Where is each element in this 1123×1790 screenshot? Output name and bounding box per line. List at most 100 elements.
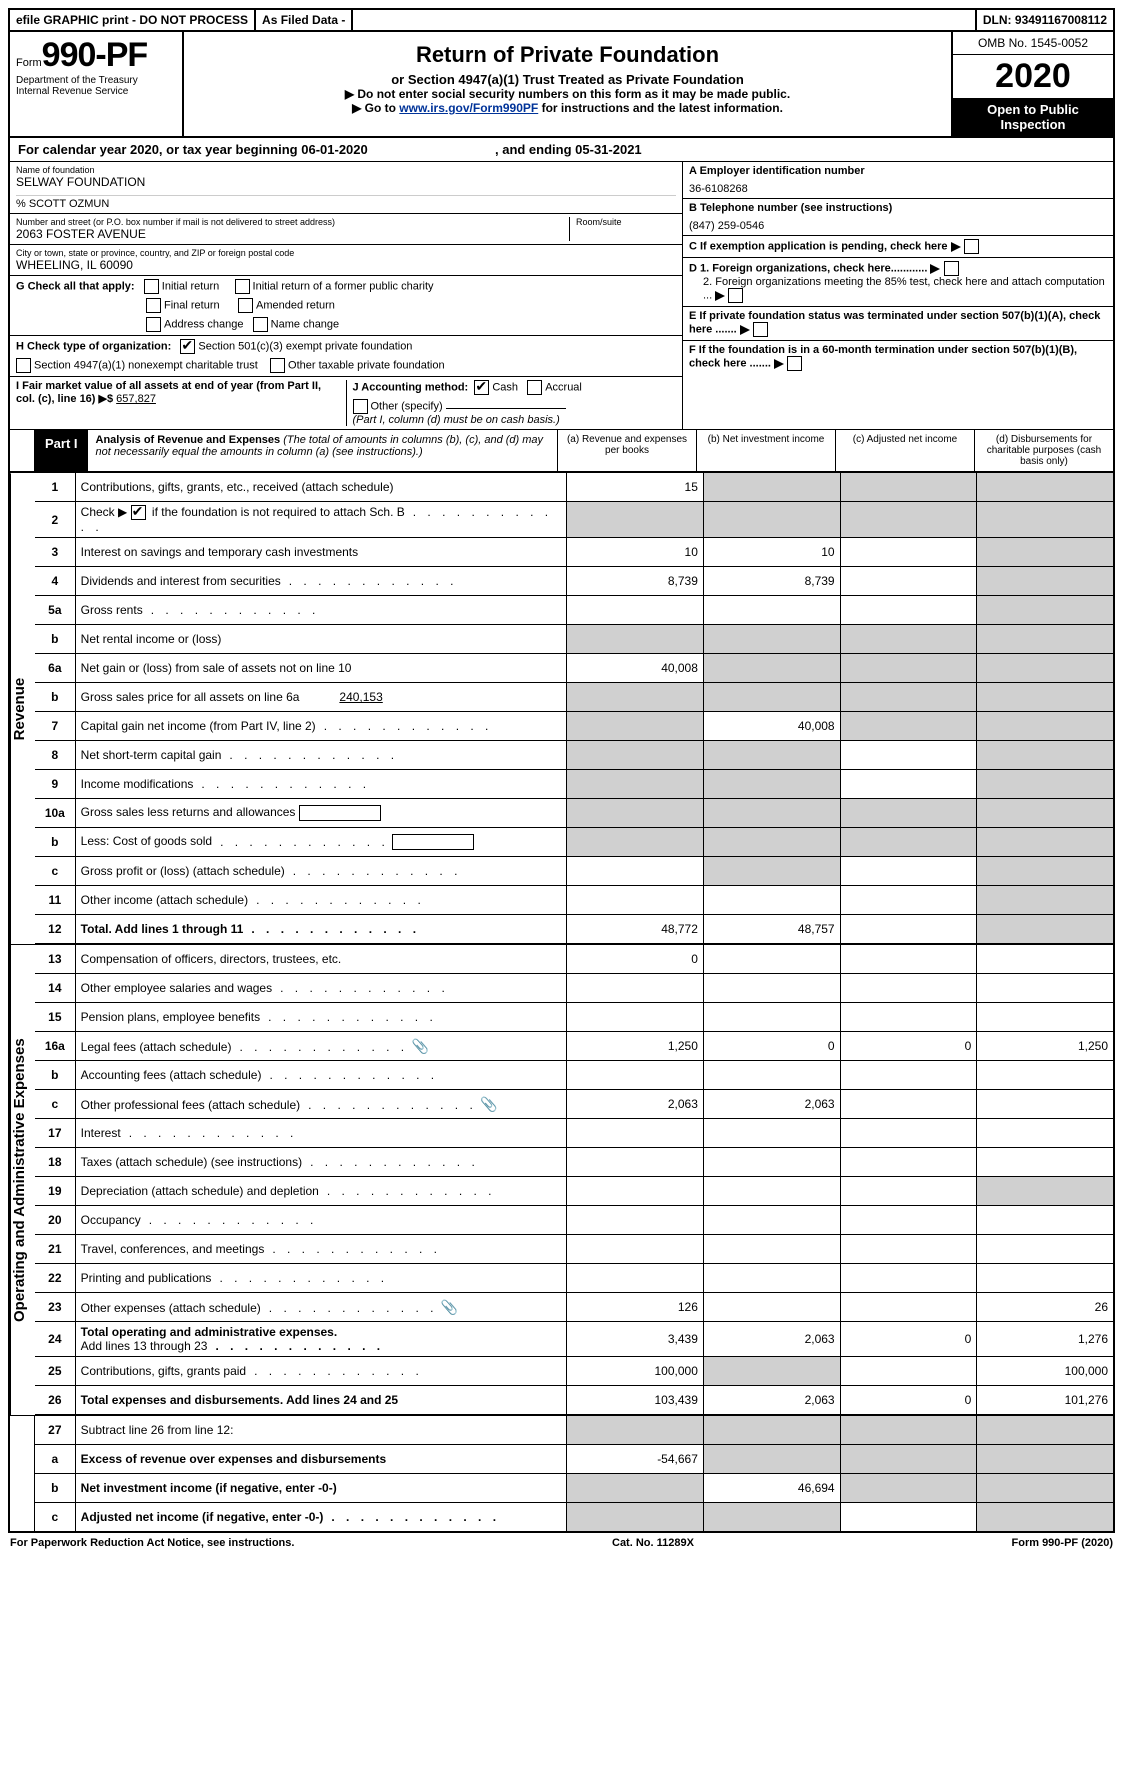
paperclip-icon[interactable]: 📎 xyxy=(441,1299,458,1315)
row-25: 25Contributions, gifts, grants paid100,0… xyxy=(35,1357,1113,1386)
part1-label: Part I xyxy=(35,430,88,471)
dln: DLN: 93491167008112 xyxy=(977,10,1113,30)
revenue-table: 1Contributions, gifts, grants, etc., rec… xyxy=(35,473,1113,944)
form-subtitle: or Section 4947(a)(1) Trust Treated as P… xyxy=(192,72,943,87)
c-cell: C If exemption application is pending, c… xyxy=(683,236,1113,258)
row-15: 15Pension plans, employee benefits xyxy=(35,1003,1113,1032)
city-cell: City or town, state or province, country… xyxy=(10,245,682,276)
chk-c[interactable] xyxy=(964,239,979,254)
chk-final[interactable] xyxy=(146,298,161,313)
row-10b: bLess: Cost of goods sold xyxy=(35,828,1113,857)
paperclip-icon[interactable]: 📎 xyxy=(411,1038,428,1054)
row-2: 2Check ▶ if the foundation is not requir… xyxy=(35,502,1113,538)
form-container: efile GRAPHIC print - DO NOT PROCESS As … xyxy=(8,8,1115,1533)
chk-other-tax[interactable] xyxy=(270,358,285,373)
ein-cell: A Employer identification number 36-6108… xyxy=(683,162,1113,199)
form-prefix: Form xyxy=(16,57,42,69)
row-9: 9Income modifications xyxy=(35,770,1113,799)
col-c-hdr: (c) Adjusted net income xyxy=(835,430,974,471)
dept-label: Department of the Treasury xyxy=(16,75,176,86)
row-21: 21Travel, conferences, and meetings xyxy=(35,1235,1113,1264)
line27-section: 27Subtract line 26 from line 12: aExcess… xyxy=(10,1415,1113,1531)
row-11: 11Other income (attach schedule) xyxy=(35,886,1113,915)
chk-addrchg[interactable] xyxy=(146,317,161,332)
calendar-year-row: For calendar year 2020, or tax year begi… xyxy=(10,138,1113,162)
foundation-name-cell: Name of foundation SELWAY FOUNDATION % S… xyxy=(10,162,682,214)
open-public-badge: Open to Public Inspection xyxy=(953,98,1113,136)
chk-amended[interactable] xyxy=(238,298,253,313)
part1-desc: Analysis of Revenue and Expenses (The to… xyxy=(88,430,557,471)
tax-year: 2020 xyxy=(953,55,1113,98)
part1-header: Part I Analysis of Revenue and Expenses … xyxy=(10,430,1113,472)
row-1: 1Contributions, gifts, grants, etc., rec… xyxy=(35,473,1113,502)
warn-link: ▶ Go to www.irs.gov/Form990PF for instru… xyxy=(192,101,943,115)
form-number: 990-PF xyxy=(42,36,148,74)
row-26: 26Total expenses and disbursements. Add … xyxy=(35,1386,1113,1415)
row-18: 18Taxes (attach schedule) (see instructi… xyxy=(35,1148,1113,1177)
row-16b: bAccounting fees (attach schedule) xyxy=(35,1061,1113,1090)
chk-namechg[interactable] xyxy=(253,317,268,332)
row-17: 17Interest xyxy=(35,1119,1113,1148)
opadmin-table: 13Compensation of officers, directors, t… xyxy=(35,945,1113,1415)
row-10c: cGross profit or (loss) (attach schedule… xyxy=(35,857,1113,886)
info-grid: Name of foundation SELWAY FOUNDATION % S… xyxy=(10,162,1113,430)
opadmin-section: Operating and Administrative Expenses 13… xyxy=(10,944,1113,1415)
chk-e[interactable] xyxy=(753,322,768,337)
opadmin-side-label: Operating and Administrative Expenses xyxy=(10,945,35,1415)
ij-row: I Fair market value of all assets at end… xyxy=(10,377,682,429)
chk-other-acct[interactable] xyxy=(353,399,368,414)
chk-4947[interactable] xyxy=(16,358,31,373)
row-27b: bNet investment income (if negative, ent… xyxy=(35,1474,1113,1503)
chk-initial-former[interactable] xyxy=(235,279,250,294)
row-10a: 10aGross sales less returns and allowanc… xyxy=(35,799,1113,828)
topbar: efile GRAPHIC print - DO NOT PROCESS As … xyxy=(10,10,1113,32)
row-19: 19Depreciation (attach schedule) and dep… xyxy=(35,1177,1113,1206)
row-23: 23Other expenses (attach schedule) 📎1262… xyxy=(35,1293,1113,1322)
chk-d1[interactable] xyxy=(944,261,959,276)
chk-initial[interactable] xyxy=(144,279,159,294)
row-16a: 16aLegal fees (attach schedule) 📎1,25000… xyxy=(35,1032,1113,1061)
f-cell: F If the foundation is in a 60-month ter… xyxy=(683,341,1113,374)
row-27a: aExcess of revenue over expenses and dis… xyxy=(35,1445,1113,1474)
chk-501c3[interactable] xyxy=(180,339,195,354)
row-20: 20Occupancy xyxy=(35,1206,1113,1235)
row-27c: cAdjusted net income (if negative, enter… xyxy=(35,1503,1113,1532)
e-cell: E If private foundation status was termi… xyxy=(683,307,1113,341)
paperclip-icon[interactable]: 📎 xyxy=(480,1096,497,1112)
chk-accrual[interactable] xyxy=(527,380,542,395)
irs-link[interactable]: www.irs.gov/Form990PF xyxy=(399,101,538,115)
row-8: 8Net short-term capital gain xyxy=(35,741,1113,770)
phone-cell: B Telephone number (see instructions) (8… xyxy=(683,199,1113,236)
form-title: Return of Private Foundation xyxy=(192,42,943,68)
row-3: 3Interest on savings and temporary cash … xyxy=(35,538,1113,567)
efile-notice: efile GRAPHIC print - DO NOT PROCESS xyxy=(10,10,256,30)
h-row: H Check type of organization: Section 50… xyxy=(10,336,682,377)
header-left: Form990-PF Department of the Treasury In… xyxy=(10,32,184,136)
col-a-hdr: (a) Revenue and expenses per books xyxy=(557,430,696,471)
d-cell: D 1. Foreign organizations, check here..… xyxy=(683,258,1113,307)
irs-label: Internal Revenue Service xyxy=(16,86,176,97)
row-27: 27Subtract line 26 from line 12: xyxy=(35,1416,1113,1445)
line27-table: 27Subtract line 26 from line 12: aExcess… xyxy=(35,1416,1113,1531)
chk-cash[interactable] xyxy=(474,380,489,395)
revenue-side-label: Revenue xyxy=(10,473,35,944)
row-5a: 5aGross rents xyxy=(35,596,1113,625)
footer-cat: Cat. No. 11289X xyxy=(612,1537,694,1549)
chk-schb[interactable] xyxy=(131,505,146,520)
row-6b: bGross sales price for all assets on lin… xyxy=(35,683,1113,712)
header-row: Form990-PF Department of the Treasury In… xyxy=(10,32,1113,138)
col-d-hdr: (d) Disbursements for charitable purpose… xyxy=(974,430,1113,471)
row-14: 14Other employee salaries and wages xyxy=(35,974,1113,1003)
row-16c: cOther professional fees (attach schedul… xyxy=(35,1090,1113,1119)
row-4: 4Dividends and interest from securities8… xyxy=(35,567,1113,596)
row-12: 12Total. Add lines 1 through 1148,77248,… xyxy=(35,915,1113,944)
omb-number: OMB No. 1545-0052 xyxy=(953,32,1113,55)
row-24: 24Total operating and administrative exp… xyxy=(35,1322,1113,1357)
address-cell: Number and street (or P.O. box number if… xyxy=(10,214,682,245)
chk-d2[interactable] xyxy=(728,288,743,303)
footer-right: Form 990-PF (2020) xyxy=(1012,1537,1114,1549)
chk-f[interactable] xyxy=(787,356,802,371)
warn-ssn: ▶ Do not enter social security numbers o… xyxy=(192,87,943,101)
page-footer: For Paperwork Reduction Act Notice, see … xyxy=(8,1533,1115,1553)
row-6a: 6aNet gain or (loss) from sale of assets… xyxy=(35,654,1113,683)
